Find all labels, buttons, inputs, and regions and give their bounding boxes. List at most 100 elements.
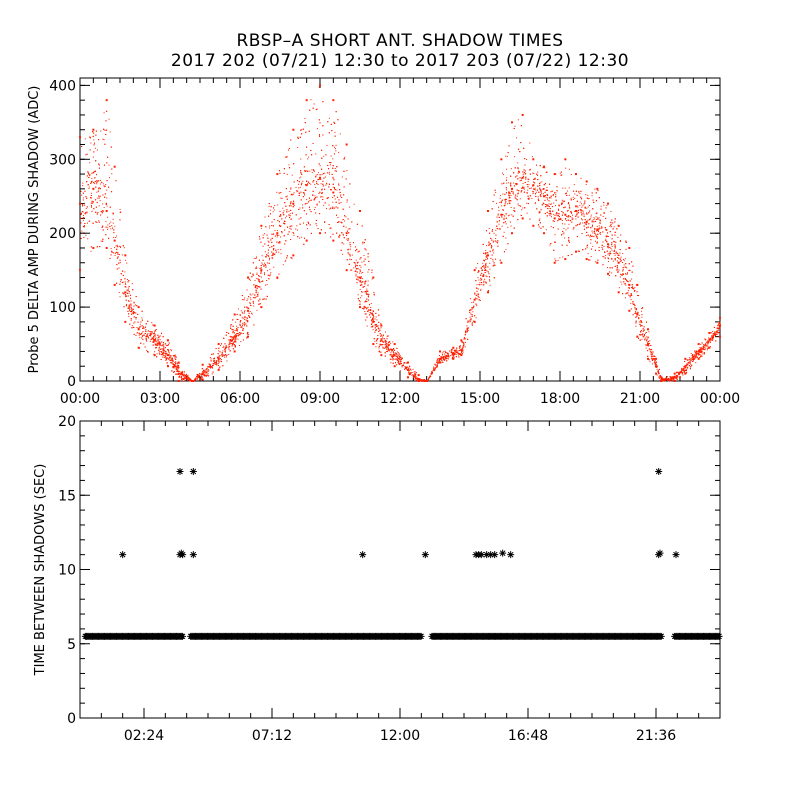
outlier-star: [189, 551, 197, 559]
data-point: [473, 320, 476, 323]
bottom-x-tick-label: 16:48: [508, 728, 548, 744]
data-point: [452, 346, 455, 349]
top-y-tick-label: 300: [49, 152, 76, 168]
outlier-star: [179, 551, 187, 559]
data-point: [417, 380, 420, 382]
top-x-tick-label: 00:00: [60, 391, 100, 407]
data-point: [564, 158, 567, 161]
data-point: [407, 376, 409, 379]
data-point: [684, 357, 687, 360]
data-point: [553, 173, 556, 176]
series-delta_amp_upper: [79, 84, 721, 382]
data-point: [292, 128, 295, 131]
outlier-star: [119, 551, 127, 559]
data-point: [439, 361, 441, 364]
data-point: [105, 210, 108, 213]
data-point: [79, 202, 81, 205]
data-point: [380, 324, 383, 327]
data-point: [684, 372, 687, 375]
bottom-x-tick-label: 12:00: [380, 728, 420, 744]
data-point: [345, 269, 348, 272]
data-point: [575, 250, 577, 253]
data-point: [332, 239, 335, 242]
data-point: [719, 324, 721, 327]
data-point: [553, 261, 556, 264]
data-point: [92, 128, 95, 131]
data-point: [487, 210, 489, 213]
series-delta_amp_trend: [79, 176, 721, 382]
data-point: [655, 357, 657, 360]
data-point: [617, 261, 620, 264]
bottom-x-tick-label: 02:24: [124, 728, 164, 744]
baseline-segment: [187, 632, 425, 640]
data-point: [319, 84, 321, 87]
data-point: [92, 187, 95, 190]
data-point: [617, 224, 620, 227]
data-point: [359, 306, 361, 309]
data-point: [585, 221, 588, 224]
data-point: [260, 269, 263, 272]
data-point: [79, 269, 81, 272]
data-point: [407, 361, 409, 364]
data-point: [247, 335, 249, 338]
data-point: [167, 365, 169, 368]
baseline-segment: [671, 632, 723, 640]
top-x-tick-label: 00:00: [700, 391, 740, 407]
bottom-y-tick-label: 5: [67, 637, 76, 653]
data-point: [260, 306, 263, 309]
data-point: [585, 180, 588, 183]
bottom-y-tick-label: 0: [67, 711, 76, 727]
top-x-tick-label: 03:00: [140, 391, 180, 407]
data-point: [500, 158, 503, 161]
data-point: [177, 372, 180, 375]
outlier-star: [672, 551, 680, 559]
data-point: [217, 368, 220, 371]
top-y-axis-label: Probe 5 DELTA AMP DURING SHADOW (ADC): [27, 86, 42, 374]
data-point: [511, 121, 513, 124]
top-y-tick-label: 100: [49, 300, 76, 316]
data-point: [372, 320, 375, 323]
bottom-x-tick-label: 21:36: [636, 728, 676, 744]
outlier-star: [499, 549, 507, 557]
data-point: [564, 258, 567, 261]
data-point: [487, 254, 489, 257]
chart-title: RBSP–A SHORT ANT. SHADOW TIMES: [236, 31, 564, 51]
data-point: [575, 210, 577, 213]
data-point: [521, 113, 524, 116]
data-point: [697, 357, 700, 360]
data-point: [673, 380, 676, 382]
data-point: [719, 335, 721, 338]
data-point: [201, 378, 204, 381]
top-x-tick-label: 18:00: [540, 391, 580, 407]
data-point: [460, 354, 463, 357]
data-point: [460, 339, 463, 342]
data-point: [452, 357, 455, 360]
data-point: [137, 328, 140, 331]
outlier-star: [656, 549, 664, 557]
data-point: [532, 184, 535, 187]
data-point: [233, 350, 236, 353]
data-point: [319, 176, 321, 179]
shadow-times-outliers: [119, 467, 680, 559]
data-point: [564, 213, 567, 216]
outlier-star: [491, 551, 499, 559]
data-point: [617, 291, 620, 294]
outlier-star: [483, 551, 491, 559]
chart-subtitle: 2017 202 (07/21) 12:30 to 2017 203 (07/2…: [170, 51, 630, 71]
outlier-star: [189, 467, 197, 475]
data-point: [393, 343, 396, 346]
data-point: [521, 217, 524, 220]
outlier-star: [359, 551, 367, 559]
data-point: [201, 363, 204, 366]
bottom-panel-shadow-times: 02:24 07:12 12:00 16:48 21:36 0 5 10 15 20 TIME BE…: [33, 414, 723, 744]
data-point: [247, 309, 249, 312]
outlier-star: [421, 551, 429, 559]
data-point: [585, 258, 588, 261]
data-point: [332, 191, 335, 194]
data-point: [473, 298, 476, 301]
data-point: [607, 243, 609, 246]
baseline-segment: [428, 632, 665, 640]
data-point: [647, 357, 649, 360]
data-point: [596, 228, 599, 231]
top-x-tick-label: 12:00: [380, 391, 420, 407]
